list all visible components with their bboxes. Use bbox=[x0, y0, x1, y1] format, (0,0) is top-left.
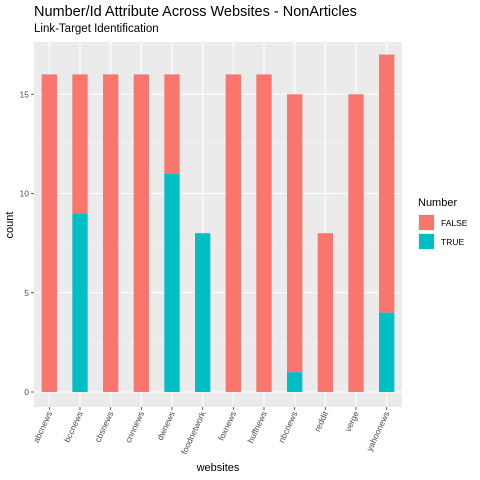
legend-swatch-false bbox=[419, 215, 434, 230]
y-tick-label-2: 10 bbox=[20, 189, 30, 199]
bar-true-bccnews bbox=[72, 213, 88, 392]
x-tick-label-verge: verge bbox=[343, 409, 361, 433]
bar-true-nbcnews bbox=[287, 372, 303, 392]
x-tick-label-foodnetwork: foodnetwork bbox=[179, 409, 208, 456]
bar-false-huffnews bbox=[256, 74, 272, 393]
x-tick-label-nbcnews: nbcnews bbox=[276, 410, 299, 445]
x-tick-label-dwnews: dwnews bbox=[155, 410, 177, 442]
x-tick-label-cbsnews: cbsnews bbox=[92, 410, 115, 444]
x-axis: abcnews bccnews cbsnews cnnnews dwnews foodne… bbox=[31, 407, 391, 456]
x-tick-label-yahoonews: yahoonews bbox=[364, 410, 391, 453]
bar-false-abcnews bbox=[41, 74, 57, 393]
x-tick-label-cnnnews: cnnnews bbox=[123, 410, 146, 445]
bar-true-foodnetwork bbox=[195, 233, 211, 392]
legend-label-true: TRUE bbox=[441, 237, 464, 247]
x-tick-label-huffnews: huffnews bbox=[245, 410, 268, 445]
x-tick-label-reddit: reddit bbox=[312, 409, 330, 433]
x-tick-label-foxnews: foxnews bbox=[216, 410, 238, 442]
y-tick-label-1: 5 bbox=[24, 288, 29, 298]
bar-false-foxnews bbox=[225, 74, 241, 393]
legend: Number FALSE TRUE bbox=[418, 197, 468, 250]
legend-title: Number bbox=[418, 197, 457, 209]
bars bbox=[41, 54, 395, 393]
minor-gridlines bbox=[34, 44, 402, 343]
bar-false-yahoonews bbox=[379, 54, 395, 313]
x-tick-label-bccnews: bccnews bbox=[62, 410, 85, 444]
y-axis: 0 5 10 15 bbox=[20, 89, 34, 397]
legend-label-false: FALSE bbox=[441, 218, 468, 228]
y-tick-label-3: 15 bbox=[20, 89, 30, 99]
x-axis-title: websites bbox=[196, 462, 240, 474]
legend-swatch-true bbox=[419, 234, 434, 249]
y-axis-title: count bbox=[4, 212, 16, 239]
chart-subtitle: Link-Target Identification bbox=[34, 23, 159, 35]
bar-true-dwnews bbox=[164, 173, 180, 392]
plot-panel bbox=[34, 42, 402, 407]
y-tick-label-0: 0 bbox=[24, 387, 29, 397]
bar-false-reddit bbox=[317, 233, 333, 392]
bar-false-cbsnews bbox=[103, 74, 119, 393]
bar-false-nbcnews bbox=[287, 94, 303, 373]
bar-false-cnnnews bbox=[133, 74, 149, 393]
bar-false-verge bbox=[348, 94, 364, 392]
bar-false-dwnews bbox=[164, 74, 180, 174]
bar-true-yahoonews bbox=[379, 312, 395, 392]
chart-title: Number/Id Attribute Across Websites - No… bbox=[34, 4, 357, 20]
x-tick-label-abcnews: abcnews bbox=[31, 410, 54, 445]
bar-false-bccnews bbox=[72, 74, 88, 214]
